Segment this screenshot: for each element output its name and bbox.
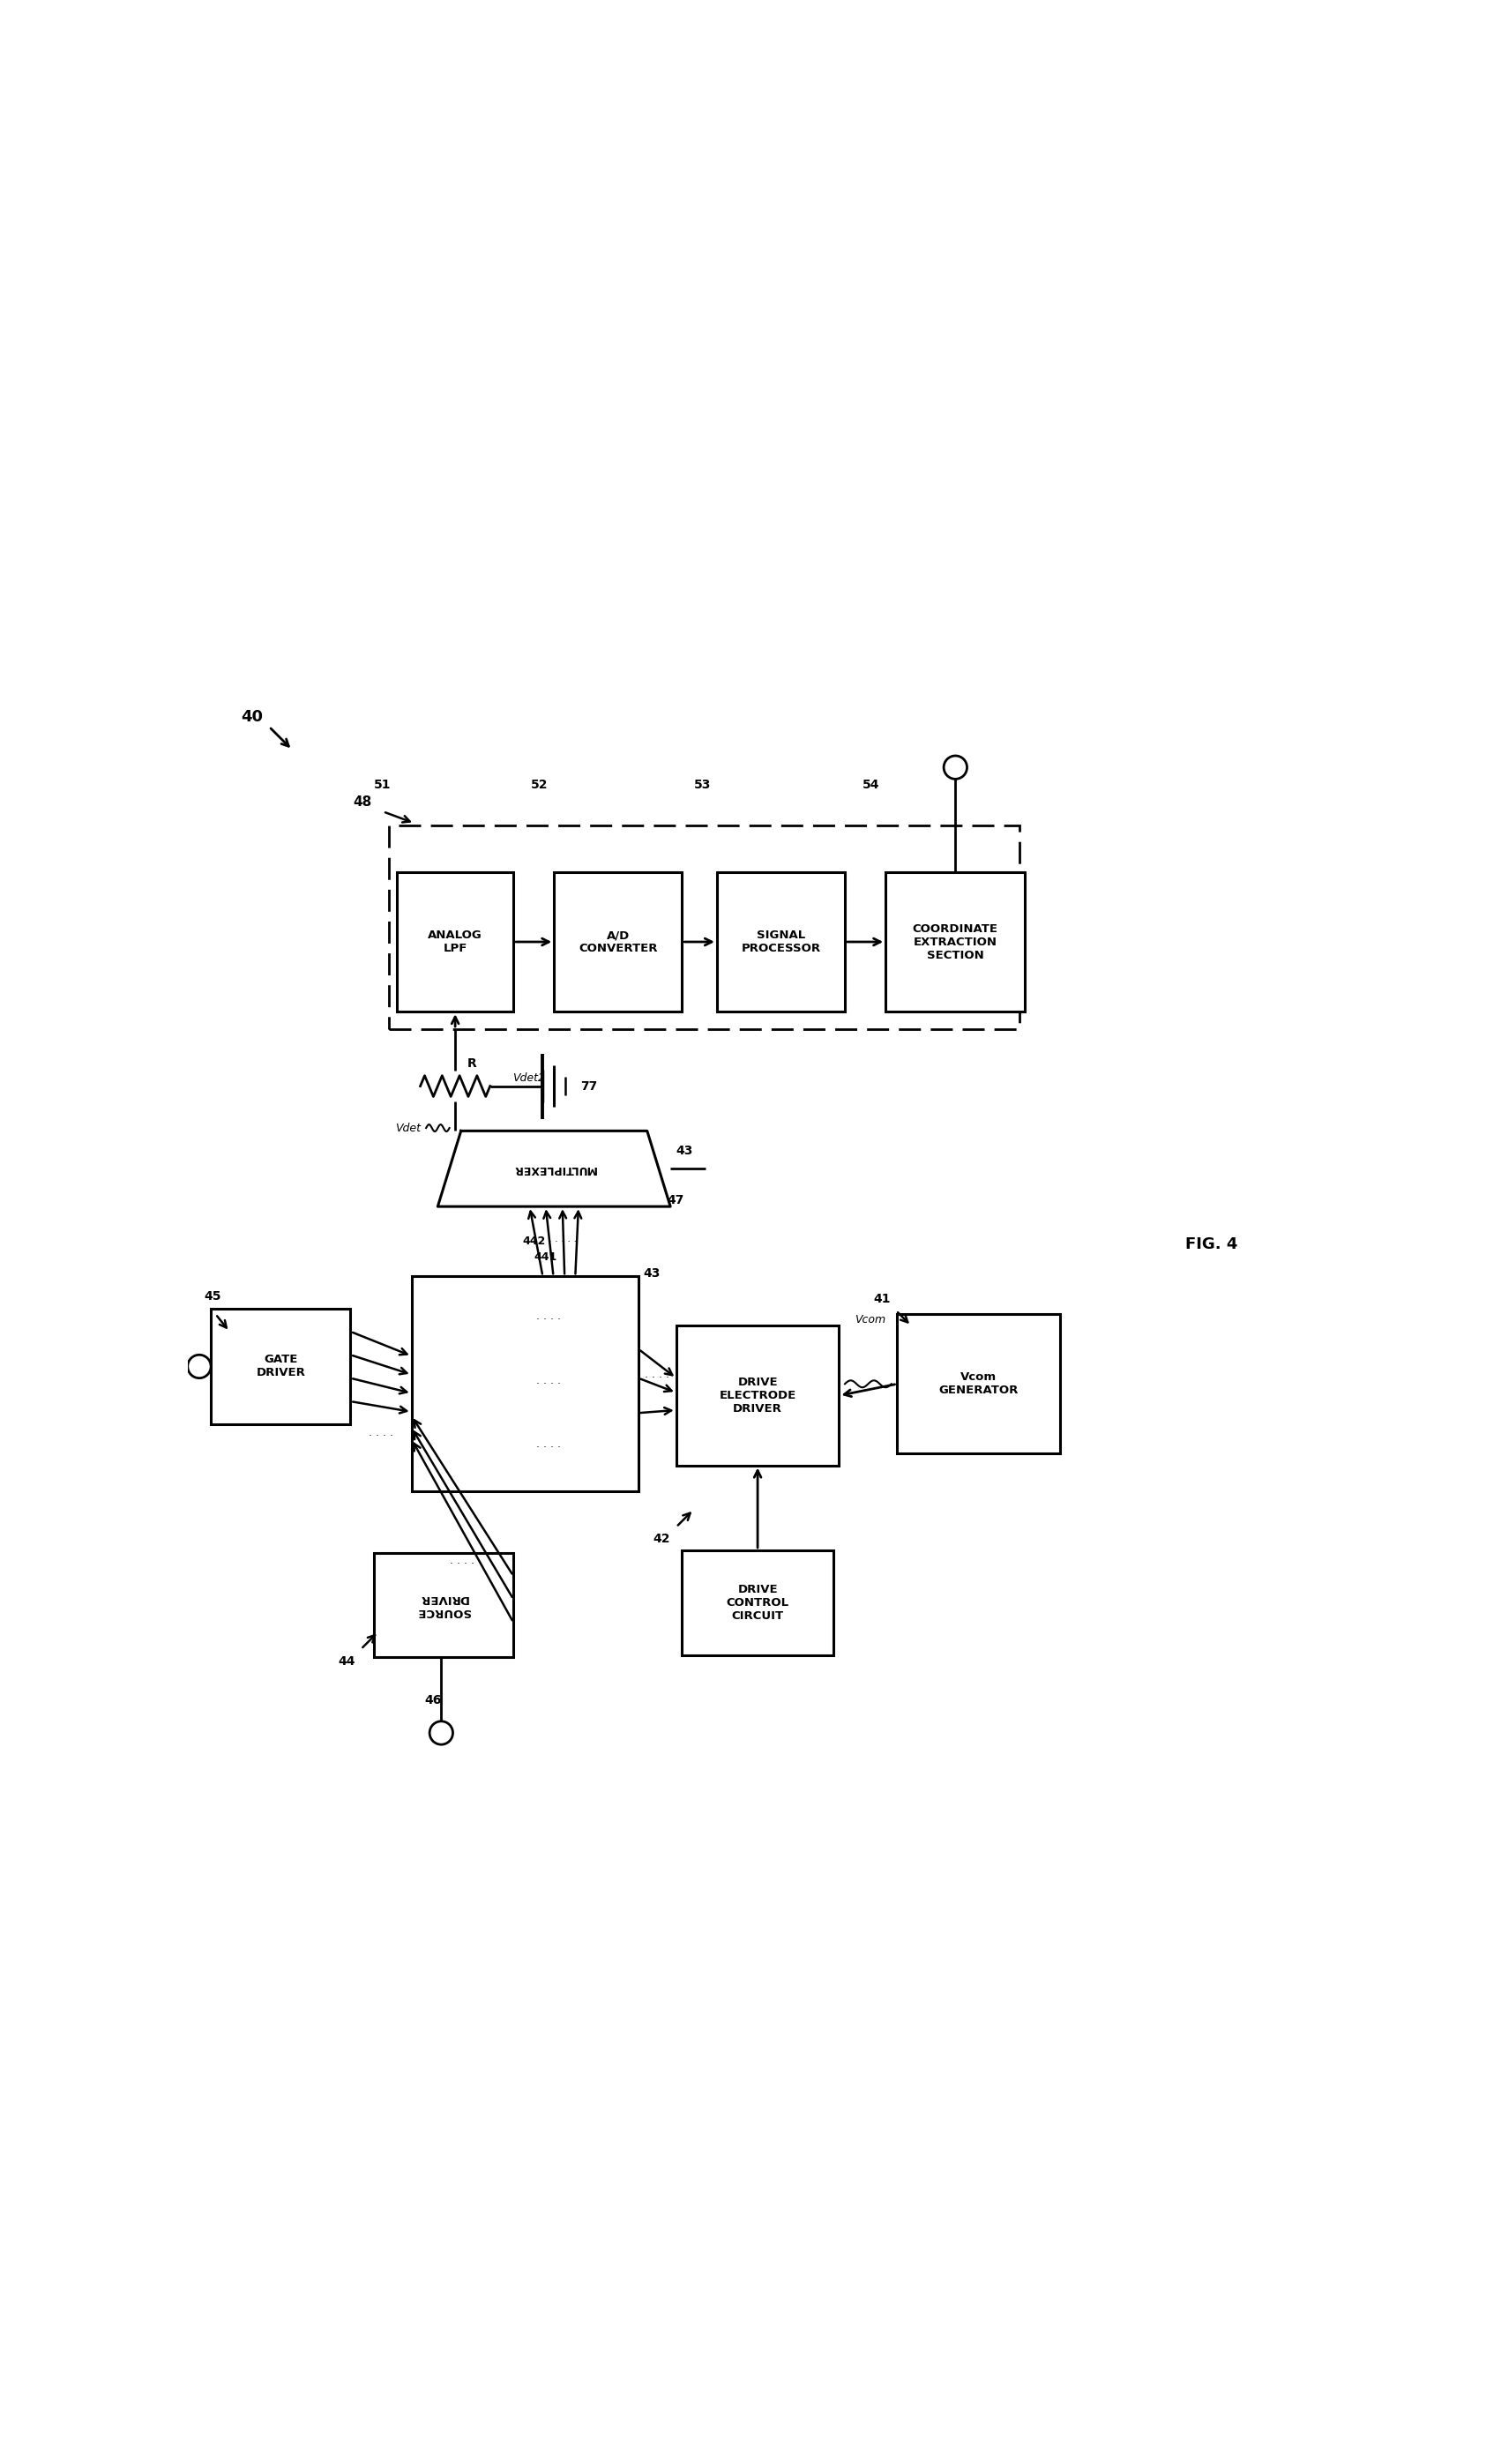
FancyBboxPatch shape <box>411 1276 638 1491</box>
Text: · · · ·: · · · · <box>450 1560 474 1570</box>
Text: 51: 51 <box>374 779 392 791</box>
Text: 52: 52 <box>531 779 548 791</box>
Text: SIGNAL
PROCESSOR: SIGNAL PROCESSOR <box>741 929 821 954</box>
Text: 45: 45 <box>204 1291 221 1303</box>
Text: 43: 43 <box>675 1146 693 1158</box>
FancyBboxPatch shape <box>374 1552 513 1658</box>
FancyBboxPatch shape <box>898 1313 1060 1454</box>
FancyBboxPatch shape <box>210 1308 351 1424</box>
Text: Vdet: Vdet <box>395 1121 420 1133</box>
Text: Vcom
GENERATOR: Vcom GENERATOR <box>938 1372 1019 1397</box>
Text: Vcom: Vcom <box>854 1313 886 1326</box>
Text: · · · ·: · · · · <box>536 1377 560 1390</box>
Text: A/D
CONVERTER: A/D CONVERTER <box>578 929 657 954</box>
Text: 43: 43 <box>644 1266 660 1279</box>
Text: 47: 47 <box>666 1195 684 1207</box>
Text: GATE
DRIVER: GATE DRIVER <box>257 1355 305 1380</box>
Text: · · · ·: · · · · <box>645 1372 669 1385</box>
FancyBboxPatch shape <box>717 872 845 1013</box>
Text: 40: 40 <box>242 710 263 724</box>
FancyBboxPatch shape <box>554 872 681 1013</box>
Text: DRIVE
CONTROL
CIRCUIT: DRIVE CONTROL CIRCUIT <box>726 1584 790 1621</box>
Text: · · · ·: · · · · <box>536 1441 560 1454</box>
Text: 41: 41 <box>874 1294 890 1306</box>
Text: 442: 442 <box>522 1234 546 1247</box>
Text: ANALOG
LPF: ANALOG LPF <box>428 929 482 954</box>
Text: · · · ·: · · · · <box>536 1313 560 1326</box>
Text: R: R <box>467 1057 476 1069</box>
Text: DRIVE
ELECTRODE
DRIVER: DRIVE ELECTRODE DRIVER <box>719 1377 796 1414</box>
Text: 54: 54 <box>863 779 880 791</box>
FancyBboxPatch shape <box>886 872 1025 1013</box>
Text: FIG. 4: FIG. 4 <box>1186 1237 1237 1252</box>
Text: 48: 48 <box>353 796 371 808</box>
Text: · · · · ·: · · · · · <box>549 1237 576 1247</box>
Text: · · · ·: · · · · <box>369 1432 393 1441</box>
Text: SOURCE
DRIVER: SOURCE DRIVER <box>417 1592 470 1616</box>
Text: COORDINATE
EXTRACTION
SECTION: COORDINATE EXTRACTION SECTION <box>913 924 998 961</box>
Text: 77: 77 <box>581 1079 597 1092</box>
FancyBboxPatch shape <box>681 1550 833 1656</box>
FancyBboxPatch shape <box>675 1326 839 1466</box>
Text: 53: 53 <box>693 779 711 791</box>
Polygon shape <box>438 1131 671 1207</box>
Text: MULTIPLEXER: MULTIPLEXER <box>512 1163 596 1175</box>
Text: 441: 441 <box>534 1252 557 1264</box>
Text: 46: 46 <box>425 1695 441 1708</box>
Text: Vdet2: Vdet2 <box>512 1072 545 1084</box>
FancyBboxPatch shape <box>396 872 513 1013</box>
Text: 44: 44 <box>338 1656 356 1668</box>
Text: 42: 42 <box>653 1533 671 1545</box>
